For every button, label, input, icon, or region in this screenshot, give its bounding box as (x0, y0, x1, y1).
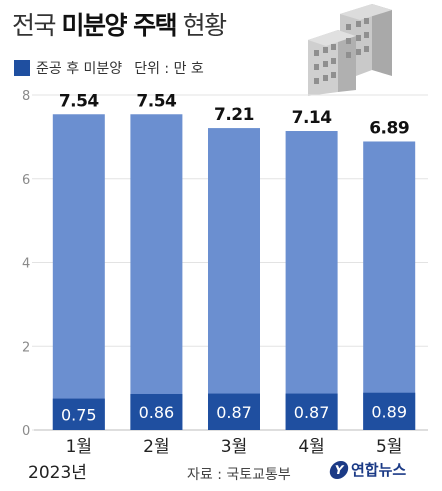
data-label-after-completion: 0.87 (294, 403, 330, 422)
title-bold: 미분양 주택 (61, 11, 177, 40)
legend-series-label: 준공 후 미분양 (36, 61, 123, 77)
bar-after-completion (52, 398, 105, 430)
title-suffix: 현황 (182, 11, 228, 40)
x-category-label: 4월 (298, 437, 324, 457)
data-label-total: 7.21 (214, 105, 254, 125)
legend: 준공 후 미분양 단위 : 만 호 (14, 58, 204, 78)
x-category-label: 2월 (143, 437, 169, 457)
y-tick-label: 8 (22, 89, 30, 104)
data-label-total: 6.89 (369, 118, 409, 138)
title-prefix: 전국 (12, 11, 57, 40)
data-label-after-completion: 0.89 (371, 402, 407, 421)
y-tick-label: 6 (22, 173, 30, 188)
y-tick-label: 0 (22, 424, 30, 439)
bar-total (130, 114, 183, 430)
x-category-label: 1월 (66, 437, 92, 457)
data-label-after-completion: 0.87 (216, 403, 252, 422)
unit-label: 단위 : 만 호 (134, 61, 204, 77)
bar-after-completion (130, 393, 183, 430)
yonhap-logo-mark: Y (328, 460, 350, 479)
bar-total (208, 128, 260, 431)
bar-after-completion (285, 393, 338, 430)
data-label-total: 7.14 (292, 108, 333, 128)
data-label-after-completion: 0.75 (61, 405, 97, 424)
year-label: 2023년 (28, 463, 87, 483)
y-tick-label: 2 (22, 340, 30, 355)
apartment-buildings-icon (308, 4, 392, 96)
data-label-total: 7.54 (59, 91, 100, 111)
source-label: 자료 : 국토교통부 (187, 467, 291, 483)
data-label-total: 7.54 (136, 91, 177, 111)
legend-swatch (14, 60, 30, 76)
y-tick-label: 4 (22, 257, 30, 272)
bar-after-completion (363, 392, 416, 430)
x-category-label: 5월 (376, 437, 402, 457)
x-category-label: 3월 (221, 437, 247, 457)
bar-total (363, 141, 416, 430)
bar-total (285, 131, 338, 430)
bar-after-completion (208, 393, 260, 430)
chart-title: 전국 미분양 주택 현황 (12, 6, 228, 42)
bar-total (52, 114, 105, 430)
yonhap-logo: Y 연합뉴스 (328, 459, 407, 480)
yonhap-logo-text: 연합뉴스 (351, 461, 407, 479)
data-label-after-completion: 0.86 (139, 403, 175, 422)
